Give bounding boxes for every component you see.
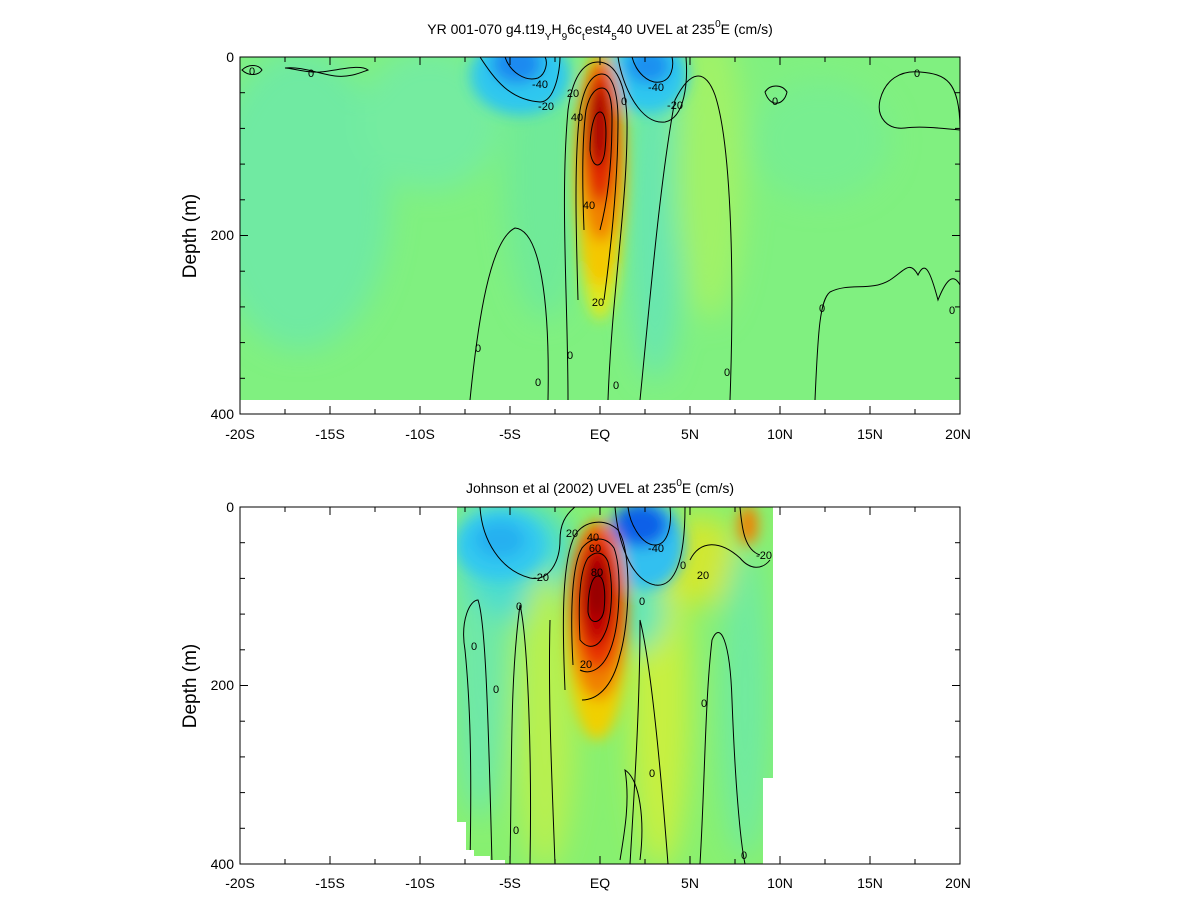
contour-label: 0	[772, 96, 778, 108]
x-tick-label: -5S	[499, 875, 521, 891]
x-tick-label: 15N	[857, 426, 883, 442]
x-tick-label: EQ	[590, 426, 610, 442]
contour-label: 20	[567, 88, 579, 100]
contour-label: 0	[949, 305, 955, 317]
x-tick-label: 5N	[681, 875, 699, 891]
y-tick-label: 0	[226, 49, 234, 65]
contour-label: -20	[667, 100, 683, 112]
contour-label: 0	[471, 641, 477, 653]
contour-label: 0	[741, 850, 747, 862]
bottom-x-tick-labels: -20S -15S -10S -5S EQ 5N 10N 15N 20N	[225, 875, 971, 891]
contour-label: 0	[535, 377, 541, 389]
x-tick-label: 10N	[767, 875, 793, 891]
contour-label: 0	[680, 560, 686, 572]
contour-label: 0	[819, 303, 825, 315]
contour-label: 0	[493, 684, 499, 696]
top-x-tick-labels: -20S -15S -10S -5S EQ 5N 10N 15N 20N	[225, 426, 971, 442]
contour-label: 40	[587, 532, 599, 544]
bottom-axis-ticks	[239, 506, 961, 865]
x-tick-label: -20S	[225, 875, 255, 891]
top-axis-ticks	[239, 56, 961, 415]
top-y-tick-labels: 0 200 400	[211, 49, 235, 422]
y-tick-label: 200	[211, 677, 235, 693]
missing-data-mask	[763, 778, 773, 864]
x-tick-label: -5S	[499, 426, 521, 442]
x-tick-label: EQ	[590, 875, 610, 891]
contour-label: 0	[724, 367, 730, 379]
contour-label: 0	[475, 343, 481, 355]
contour-label: 0	[613, 380, 619, 392]
contour-label: 0	[513, 825, 519, 837]
contour-label: 0	[649, 768, 655, 780]
top-panel: YR 001-070 g4.t19YH96ctest4540 UVEL at 2…	[180, 19, 971, 442]
bottom-y-tick-labels: 0 200 400	[211, 499, 235, 872]
x-tick-label: 10N	[767, 426, 793, 442]
contour-label: -20	[538, 101, 554, 113]
contour-label: 20	[566, 528, 578, 540]
x-tick-label: 20N	[945, 875, 971, 891]
contour-label: 0	[249, 66, 255, 78]
top-heatmap	[240, 57, 960, 400]
x-tick-label: 20N	[945, 426, 971, 442]
y-tick-label: 0	[226, 499, 234, 515]
contour-label: 0	[567, 350, 573, 362]
contour-label: 80	[591, 567, 603, 579]
top-y-axis-label: Depth (m)	[180, 194, 201, 278]
x-tick-label: -10S	[405, 875, 435, 891]
x-tick-label: -10S	[405, 426, 435, 442]
top-panel-title: YR 001-070 g4.t19YH96ctest4540 UVEL at 2…	[427, 19, 773, 43]
bottom-panel: Johnson et al (2002) UVEL at 2350E (cm/s…	[180, 478, 971, 891]
x-tick-label: 5N	[681, 426, 699, 442]
x-tick-label: -15S	[315, 875, 345, 891]
contour-label: -40	[648, 543, 664, 555]
contour-label: -20	[756, 550, 772, 562]
contour-label: 40	[583, 200, 595, 212]
y-tick-label: 200	[211, 227, 235, 243]
x-tick-label: -15S	[315, 426, 345, 442]
y-tick-label: 400	[211, 406, 235, 422]
bottom-panel-title: Johnson et al (2002) UVEL at 2350E (cm/s…	[466, 478, 734, 496]
contour-label: 0	[621, 96, 627, 108]
contour-label: 60	[589, 543, 601, 555]
contour-label: -40	[648, 82, 664, 94]
x-tick-label: 15N	[857, 875, 883, 891]
bottom-y-axis-label: Depth (m)	[180, 644, 201, 728]
contour-label: 0	[701, 698, 707, 710]
contour-label: -40	[532, 79, 548, 91]
contour-label: 20	[592, 297, 604, 309]
contour-label: 40	[571, 112, 583, 124]
contour-label: 0	[639, 596, 645, 608]
contour-label: 0	[308, 68, 314, 80]
x-tick-label: -20S	[225, 426, 255, 442]
contour-label: 20	[580, 659, 592, 671]
contour-label: 0	[914, 68, 920, 80]
contour-label: 0	[516, 601, 522, 613]
bottom-heatmap	[457, 507, 773, 864]
contour-label: -20	[533, 572, 549, 584]
y-tick-label: 400	[211, 856, 235, 872]
missing-data-mask	[457, 822, 505, 864]
contour-label: 20	[697, 570, 709, 582]
